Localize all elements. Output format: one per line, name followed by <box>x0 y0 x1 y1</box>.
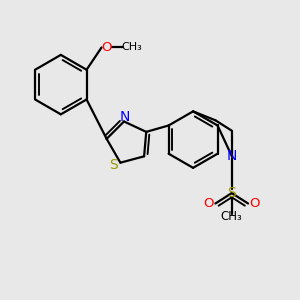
Text: O: O <box>102 41 112 54</box>
Text: O: O <box>204 197 214 210</box>
Text: O: O <box>249 197 260 210</box>
Text: CH₃: CH₃ <box>221 210 243 224</box>
Text: S: S <box>227 186 236 200</box>
Text: S: S <box>110 158 118 172</box>
Text: CH₃: CH₃ <box>121 43 142 52</box>
Text: N: N <box>227 149 237 163</box>
Text: N: N <box>120 110 130 124</box>
